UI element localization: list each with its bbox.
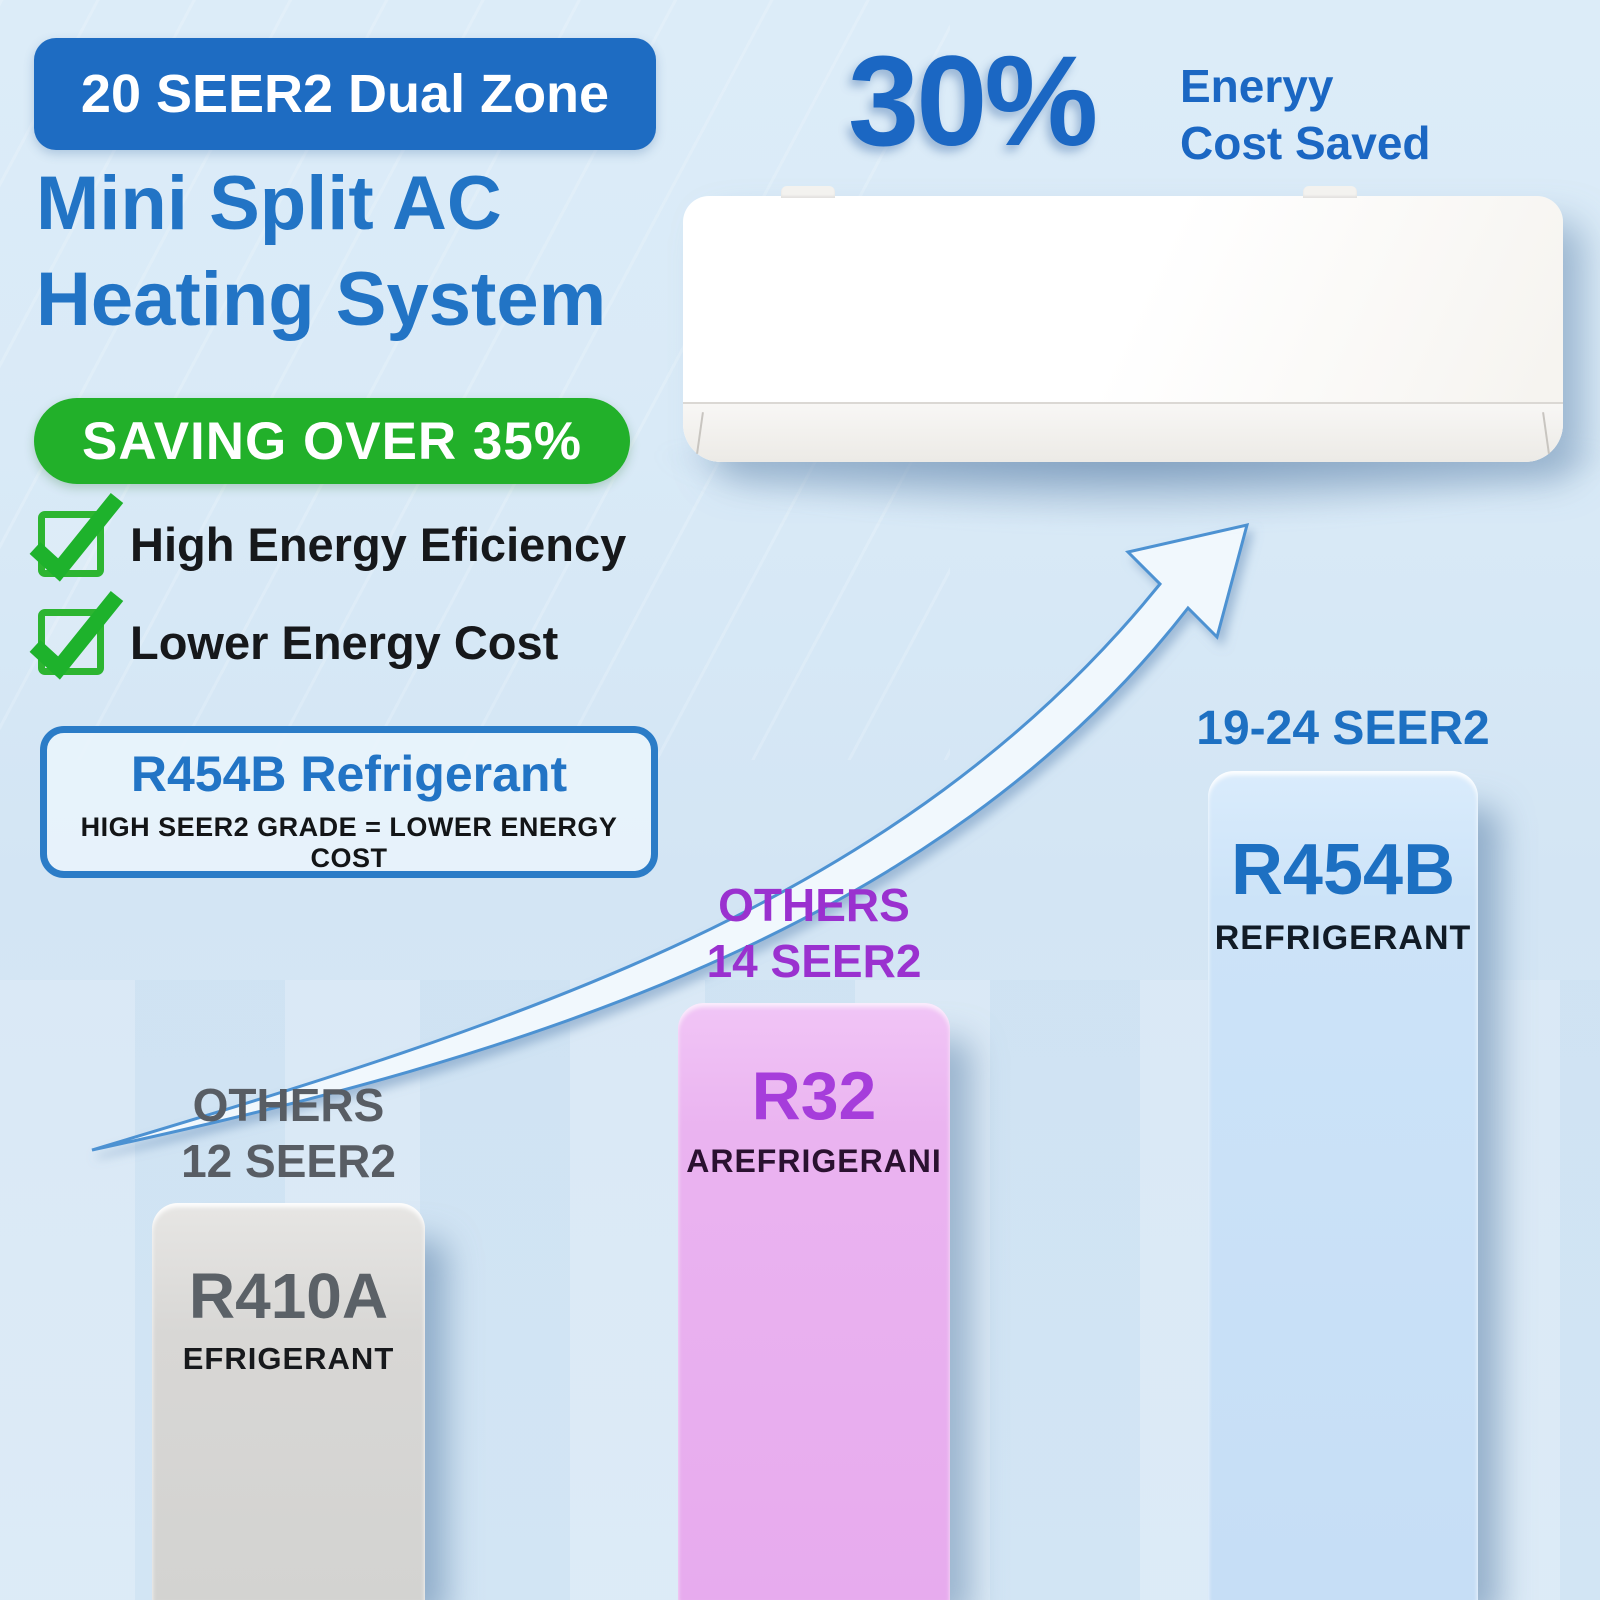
bar-refrigerant-caption: EFRIGERANT [182, 1341, 395, 1376]
bar-category-line1: 19-24 SEER2 [1196, 702, 1490, 755]
bar-refrigerant-caption: REFRIGERANT [1214, 919, 1472, 957]
feature-item-efficiency: High Energy Eficiency [29, 492, 627, 582]
bar-category-label: OTHERS 12 SEER2 [181, 1077, 396, 1189]
chart-bar-group-r32: OTHERS 14 SEER2 R32 AREFRIGERANI [678, 879, 950, 1600]
seer2-banner: 20 SEER2 Dual Zone [34, 38, 656, 150]
refrigerant-box-title: R454B Refrigerant [130, 746, 568, 802]
checkbox-check-icon [29, 590, 124, 680]
ac-bottom-vent [683, 402, 1563, 462]
chart-bar-r454b: R454B REFRIGERANT [1208, 771, 1478, 1600]
chart-bar-r410a: R410A EFRIGERANT [152, 1203, 425, 1600]
bar-refrigerant-name: R32 [751, 1058, 877, 1134]
ac-unit-shadow [660, 450, 1600, 524]
bar-category-line2: 12 SEER2 [181, 1135, 396, 1187]
bar-category-line2: 14 SEER2 [706, 935, 922, 987]
saving-badge-label: SAVING OVER 35% [82, 411, 582, 471]
checkbox-check-icon [29, 492, 124, 582]
bar-category-label: OTHERS 14 SEER2 [707, 877, 922, 989]
ac-vent-seam [696, 412, 704, 454]
bar-refrigerant-name: R410A [188, 1260, 389, 1332]
ac-unit-image [683, 186, 1563, 462]
bar-category-line1: OTHERS [192, 1079, 385, 1131]
saving-badge: SAVING OVER 35% [34, 398, 630, 484]
page-title: Mini Split AC Heating System [36, 156, 606, 348]
feature-item-cost: Lower Energy Cost [29, 590, 559, 680]
energy-saved-label-line2: Cost Saved [1180, 117, 1431, 169]
seer2-banner-label: 20 SEER2 Dual Zone [80, 64, 610, 124]
feature-label: Lower Energy Cost [130, 615, 559, 669]
refrigerant-box-subtitle: HIGH SEER2 GRADE = LOWER ENERGY COST [80, 812, 618, 873]
energy-saved-label: Eneryy Cost Saved [1180, 58, 1431, 172]
bar-category-line1: OTHERS [718, 879, 910, 931]
energy-saved-label-line1: Eneryy [1180, 60, 1334, 112]
refrigerant-box: R454B Refrigerant HIGH SEER2 GRADE = LOW… [40, 726, 658, 878]
energy-saved-value: 30% [848, 30, 1098, 173]
bar-refrigerant-name: R454B [1230, 830, 1456, 910]
ac-mount-tab [781, 186, 835, 198]
page-title-line1: Mini Split AC [36, 161, 502, 246]
page-title-line2: Heating System [36, 257, 607, 342]
chart-bar-group-r454b: 19-24 SEER2 R454B REFRIGERANT [1196, 702, 1490, 1600]
bar-category-label: 19-24 SEER2 [1196, 701, 1490, 757]
chart-bar-group-r410a: OTHERS 12 SEER2 R410A EFRIGERANT [152, 1079, 425, 1600]
feature-label: High Energy Eficiency [130, 517, 627, 571]
ac-mount-tab [1303, 186, 1357, 198]
chart-bar-r32: R32 AREFRIGERANI [678, 1003, 950, 1600]
ac-vent-seam [1542, 412, 1550, 454]
bar-refrigerant-caption: AREFRIGERANI [686, 1143, 942, 1179]
